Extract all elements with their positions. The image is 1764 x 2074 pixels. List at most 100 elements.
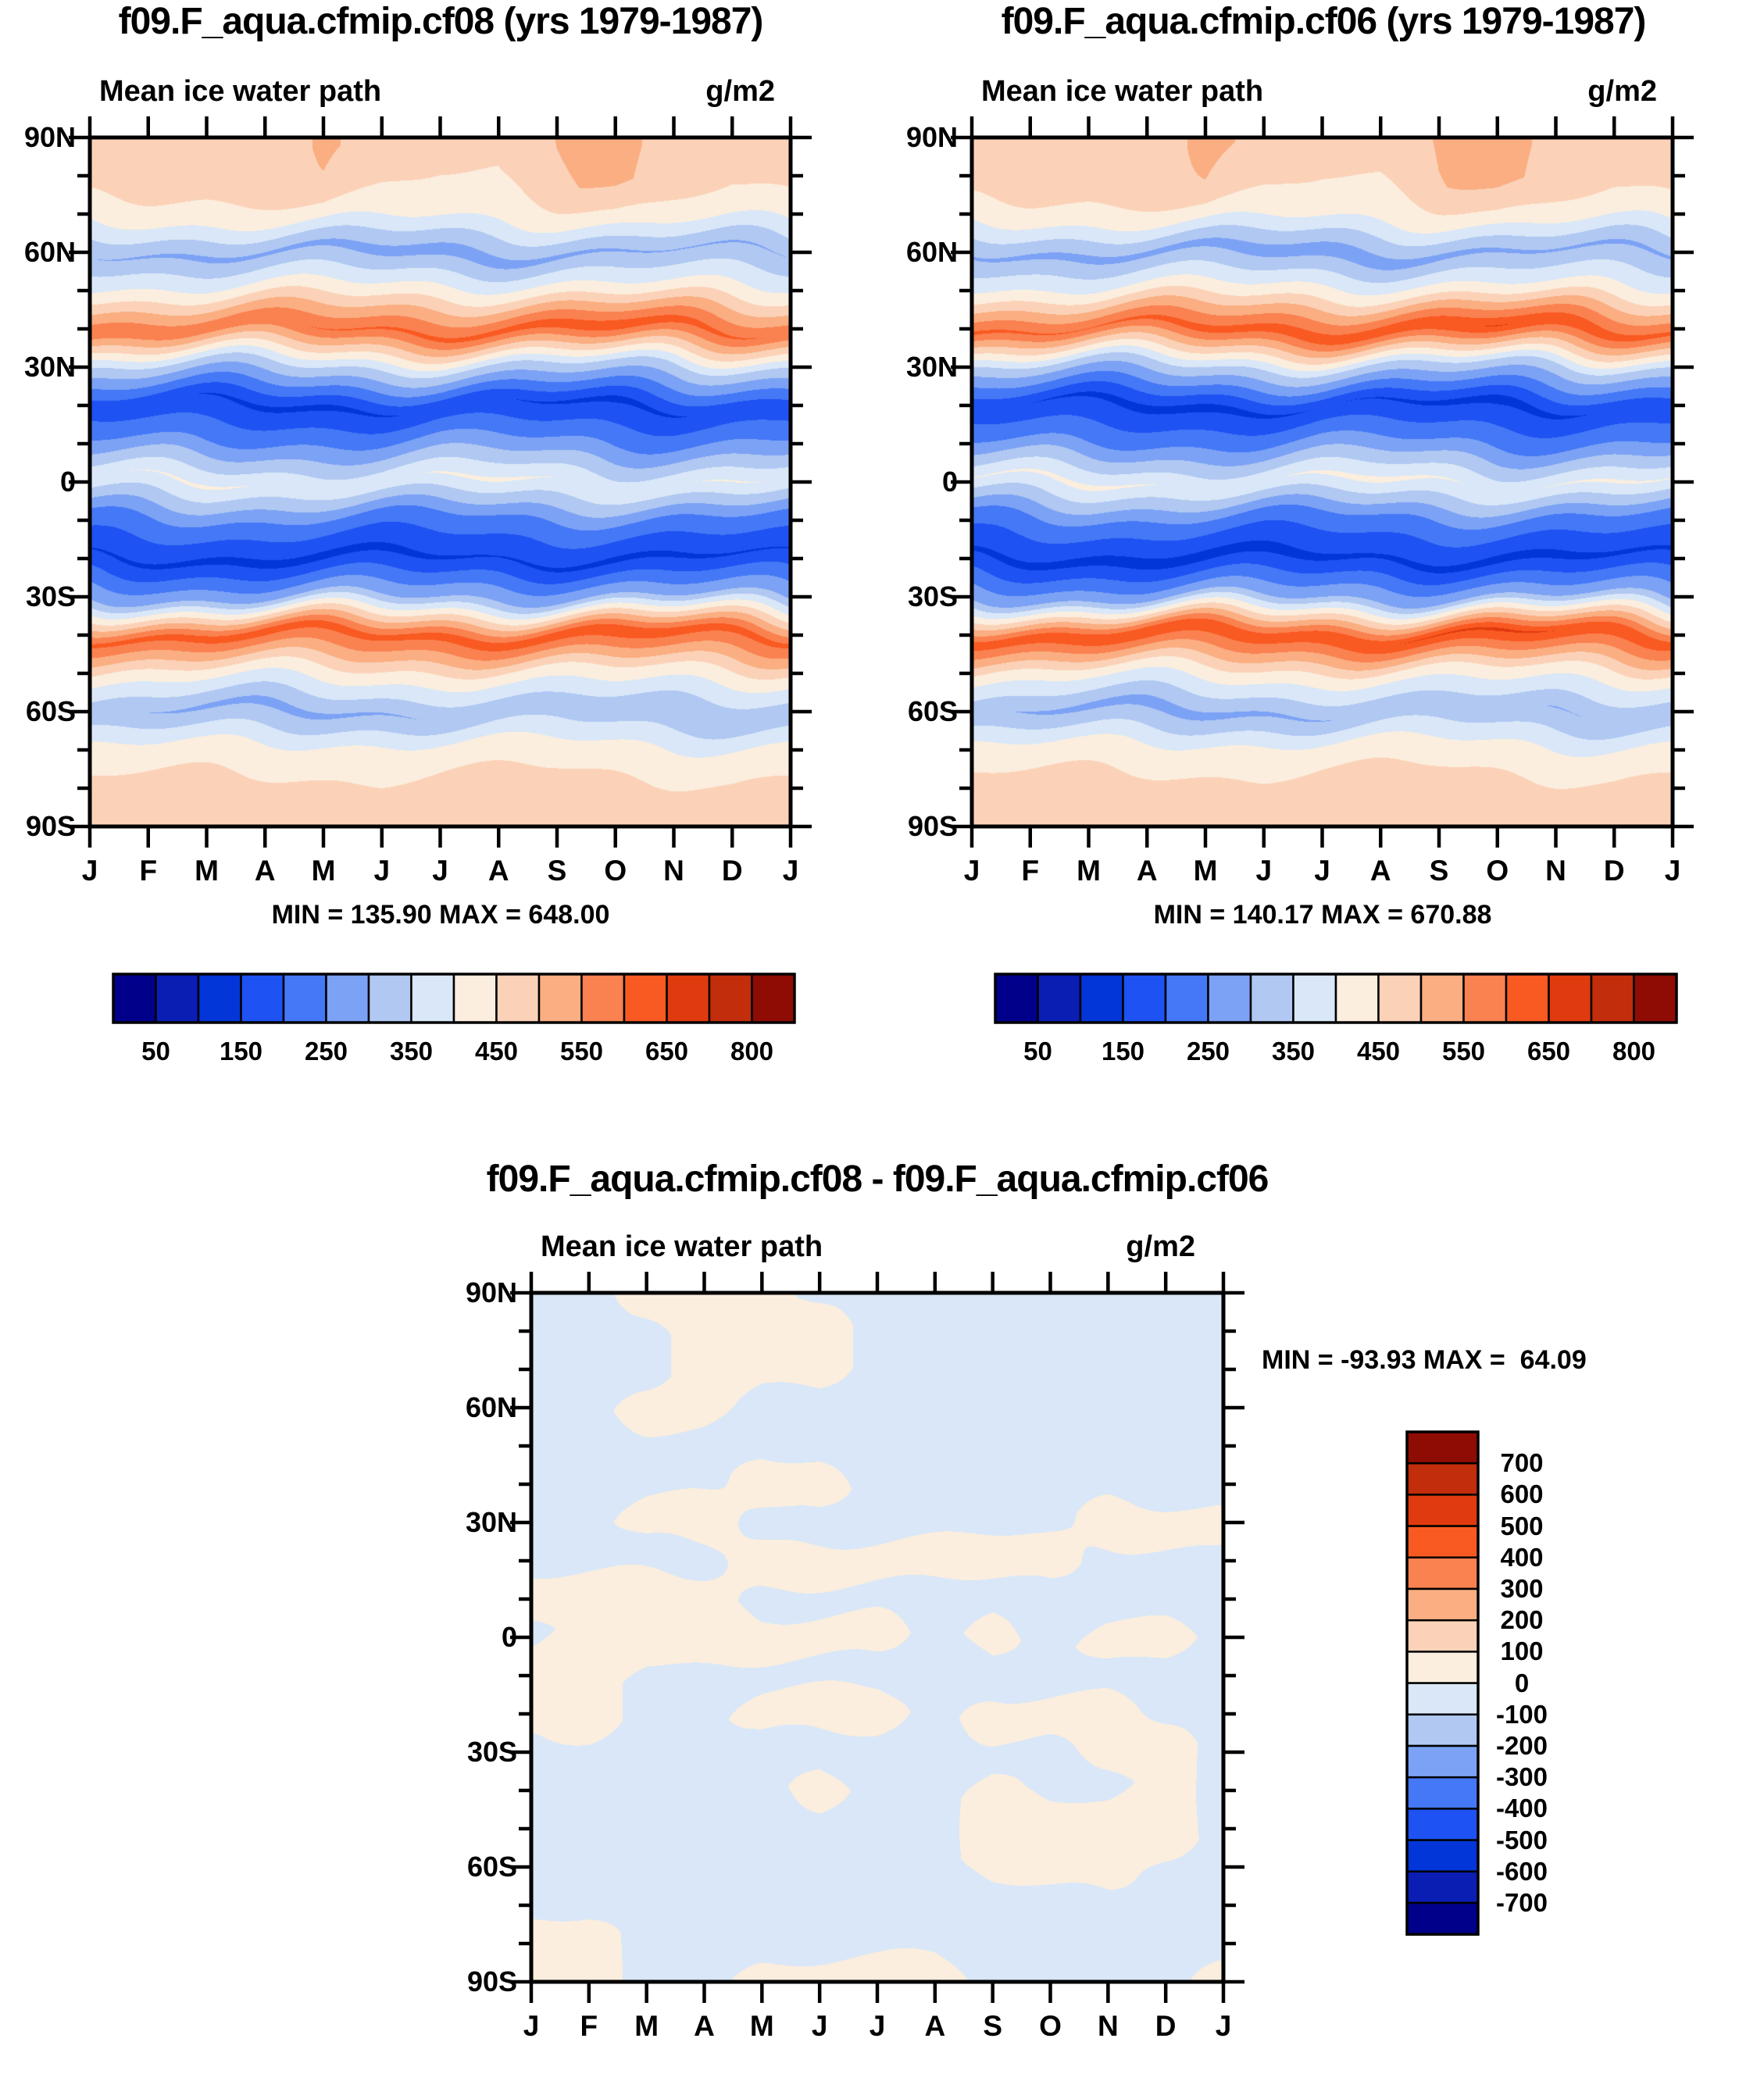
month-label: J xyxy=(373,855,391,887)
colorbar-tick-label: -600 xyxy=(1495,1856,1548,1886)
colorbar-tick-label: 650 xyxy=(1527,1037,1571,1066)
month-label: O xyxy=(604,855,627,887)
month-label: J xyxy=(1215,2010,1232,2042)
lat-label: 30N xyxy=(465,1506,517,1538)
month-label: J xyxy=(523,2010,540,2042)
panel-title-cf08: f09.F_aqua.cfmip.cf08 (yrs 1979-1987) xyxy=(118,1,764,42)
lat-label: 30S xyxy=(466,1736,517,1768)
axes-frame-2 xyxy=(510,1272,1244,2003)
colorbar-tick-label: 50 xyxy=(1023,1037,1052,1066)
month-label: J xyxy=(432,855,448,887)
month-label: M xyxy=(634,2010,659,2042)
lat-label: 90N xyxy=(465,1276,517,1308)
month-label: N xyxy=(1545,855,1566,887)
panel-title-cf06: f09.F_aqua.cfmip.cf06 (yrs 1979-1987) xyxy=(1001,1,1647,42)
panel-units-diff: g/m2 xyxy=(1126,1230,1195,1263)
lat-label: 60N xyxy=(465,1391,517,1423)
colorbar-tick-label: 350 xyxy=(389,1037,434,1066)
lat-label: 0 xyxy=(59,466,76,498)
month-label: S xyxy=(1429,855,1449,887)
month-label: A xyxy=(487,855,509,887)
colorbar-tick-label: 150 xyxy=(219,1037,263,1066)
lat-label: 0 xyxy=(501,1621,517,1653)
month-label: S xyxy=(547,855,567,887)
colorbar-tick-label: 400 xyxy=(1500,1542,1544,1572)
lat-label: 60N xyxy=(23,236,76,268)
heatmap-diff xyxy=(531,1293,1223,1982)
month-label: M xyxy=(1077,855,1101,887)
colorbar-tick-label: -100 xyxy=(1495,1699,1548,1729)
month-label: D xyxy=(721,855,743,887)
month-label: S xyxy=(983,2010,1002,2042)
colorbar-tick-label: -700 xyxy=(1495,1888,1548,1917)
month-label: D xyxy=(1155,2010,1177,2042)
month-label: N xyxy=(1097,2010,1119,2042)
colorbar-tick-label: 550 xyxy=(559,1037,604,1066)
colorbar-tick-label: 550 xyxy=(1441,1037,1486,1066)
colorbar-horizontal xyxy=(112,973,796,1024)
colorbar-tick-label: 450 xyxy=(474,1037,519,1066)
month-label: J xyxy=(963,855,980,887)
month-label: O xyxy=(1039,2010,1062,2042)
lat-label: 30N xyxy=(905,351,958,383)
minmax-cf08: MIN = 135.90 MAX = 648.00 xyxy=(271,900,610,930)
month-label: J xyxy=(81,855,98,887)
panel-subtitle-diff: Mean ice water path xyxy=(541,1230,823,1263)
panel-subtitle-cf06: Mean ice water path xyxy=(981,75,1264,108)
lat-label: 60S xyxy=(25,695,76,727)
colorbar-tick-label: 250 xyxy=(304,1037,348,1066)
colorbar-tick-label: -300 xyxy=(1495,1762,1548,1792)
colorbar-tick-label: -200 xyxy=(1495,1731,1548,1760)
colorbar-tick-label: 450 xyxy=(1356,1037,1401,1066)
lat-label: 90N xyxy=(23,121,76,153)
month-label: J xyxy=(1314,855,1330,887)
month-label: J xyxy=(1255,855,1273,887)
colorbar-tick-label: 0 xyxy=(1514,1668,1530,1697)
lat-label: 90S xyxy=(466,1965,517,1997)
colorbar-tick-label: -400 xyxy=(1495,1794,1548,1823)
panel-subtitle-cf08: Mean ice water path xyxy=(99,75,382,108)
axes-frame-0 xyxy=(69,116,812,848)
month-label: M xyxy=(195,855,219,887)
colorbar-tick-label: 500 xyxy=(1500,1511,1544,1540)
month-label: A xyxy=(1136,855,1158,887)
month-label: F xyxy=(139,855,158,887)
colorbar-tick-label: 650 xyxy=(645,1037,689,1066)
heatmap-cf08 xyxy=(90,137,791,826)
colorbar-tick-label: 800 xyxy=(1612,1037,1656,1066)
lat-label: 30S xyxy=(907,580,958,612)
colorbar-tick-label: 50 xyxy=(141,1037,170,1066)
colorbar-tick-label: 600 xyxy=(1500,1480,1544,1509)
colorbar-tick-label: 800 xyxy=(730,1037,774,1066)
month-label: A xyxy=(1369,855,1391,887)
month-label: N xyxy=(663,855,684,887)
lat-label: 0 xyxy=(941,466,958,498)
colorbar-vertical xyxy=(1405,1430,1480,1936)
axes-frame-1 xyxy=(951,116,1694,848)
colorbar-horizontal xyxy=(994,973,1678,1024)
panel-units-cf08: g/m2 xyxy=(705,75,775,108)
month-label: M xyxy=(749,2010,774,2042)
month-label: A xyxy=(924,2010,946,2042)
colorbar-tick-label: 350 xyxy=(1271,1037,1316,1066)
month-label: M xyxy=(1193,855,1218,887)
colorbar-tick-label: 200 xyxy=(1500,1605,1544,1635)
lat-label: 30N xyxy=(23,351,76,383)
month-label: A xyxy=(254,855,276,887)
month-label: F xyxy=(1021,855,1040,887)
month-label: M xyxy=(311,855,336,887)
month-label: O xyxy=(1486,855,1509,887)
minmax-cf06: MIN = 140.17 MAX = 670.88 xyxy=(1153,900,1492,930)
lat-label: 90S xyxy=(907,810,958,842)
lat-label: 30S xyxy=(25,580,76,612)
lat-label: 90N xyxy=(905,121,958,153)
colorbar-tick-label: -500 xyxy=(1495,1825,1548,1854)
lat-label: 60S xyxy=(907,695,958,727)
lat-label: 90S xyxy=(25,810,76,842)
colorbar-tick-label: 150 xyxy=(1101,1037,1145,1066)
month-label: D xyxy=(1603,855,1625,887)
minmax-diff: MIN = -93.93 MAX = 64.09 xyxy=(1262,1345,1587,1375)
heatmap-cf06 xyxy=(972,137,1673,826)
month-label: J xyxy=(782,855,799,887)
